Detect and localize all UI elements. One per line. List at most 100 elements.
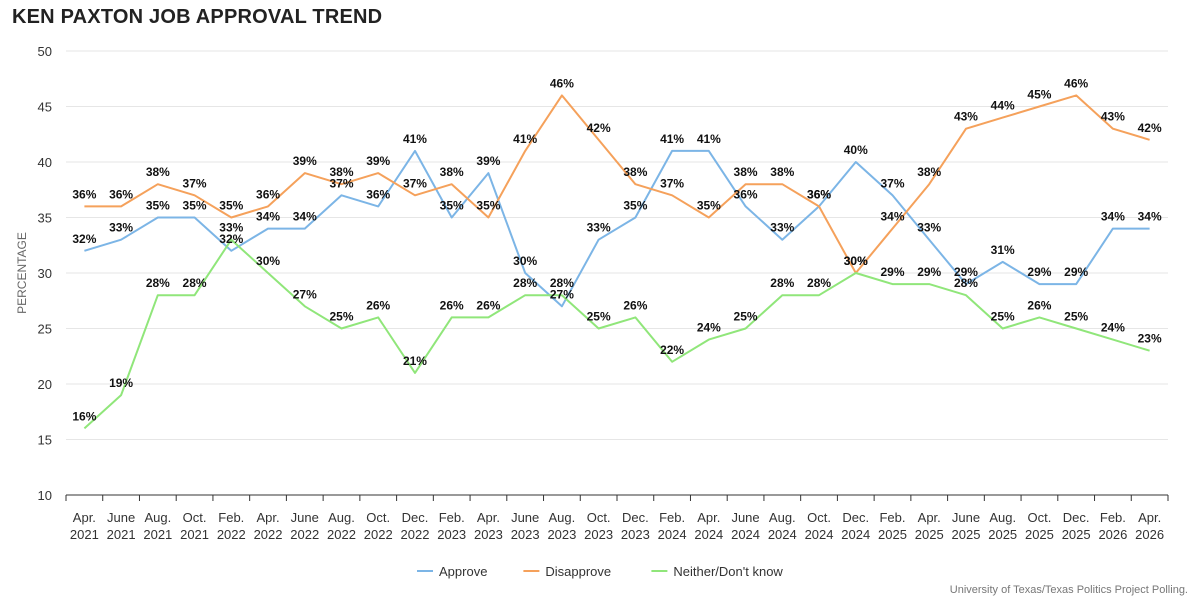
data-label: 25% <box>587 310 611 324</box>
data-label: 40% <box>844 143 868 157</box>
data-label: 26% <box>366 298 390 312</box>
data-label: 30% <box>513 254 537 268</box>
x-tick-label: Apr. <box>918 510 941 525</box>
x-tick-label: June <box>731 510 759 525</box>
data-label: 36% <box>366 187 390 201</box>
x-tick-label-year: 2024 <box>805 527 834 542</box>
x-tick-label-year: 2021 <box>180 527 209 542</box>
x-tick-label: Dec. <box>622 510 649 525</box>
data-label: 34% <box>880 210 904 224</box>
data-label: 27% <box>550 287 574 301</box>
data-label: 38% <box>146 165 170 179</box>
data-label: 35% <box>476 199 500 213</box>
data-label: 26% <box>440 298 464 312</box>
x-tick-label-year: 2024 <box>658 527 687 542</box>
data-label: 35% <box>623 199 647 213</box>
data-label: 24% <box>1101 321 1125 335</box>
data-label: 28% <box>807 276 831 290</box>
x-tick-label: Feb. <box>439 510 465 525</box>
x-tick-label: Apr. <box>697 510 720 525</box>
data-label: 30% <box>844 254 868 268</box>
data-label: 29% <box>1064 265 1088 279</box>
data-label: 38% <box>440 165 464 179</box>
x-tick-label-year: 2026 <box>1098 527 1127 542</box>
data-label: 28% <box>513 276 537 290</box>
series-line-2 <box>83 238 1150 430</box>
x-tick-label: Feb. <box>218 510 244 525</box>
x-tick-label-year: 2025 <box>915 527 944 542</box>
data-label: 46% <box>1064 76 1088 90</box>
data-label: 35% <box>440 199 464 213</box>
data-label: 46% <box>550 76 574 90</box>
data-label: 30% <box>844 254 868 268</box>
data-label: 37% <box>329 176 353 190</box>
data-label: 45% <box>1027 88 1051 102</box>
data-label: 19% <box>109 376 133 390</box>
x-tick-label-year: 2022 <box>217 527 246 542</box>
data-label: 28% <box>146 276 170 290</box>
x-tick-label-year: 2025 <box>952 527 981 542</box>
x-tick-label: Oct. <box>587 510 611 525</box>
data-label: 41% <box>513 132 537 146</box>
x-tick-label: Feb. <box>659 510 685 525</box>
y-tick-label: 25 <box>38 322 52 337</box>
x-tick-label-year: 2025 <box>878 527 907 542</box>
x-tick-label: Oct. <box>183 510 207 525</box>
data-label: 42% <box>1138 121 1162 135</box>
data-label: 37% <box>660 176 684 190</box>
data-label: 34% <box>1101 210 1125 224</box>
x-tick-label: June <box>511 510 539 525</box>
x-tick-label: Feb. <box>879 510 905 525</box>
x-tick-label-year: 2023 <box>584 527 613 542</box>
x-tick-label-year: 2023 <box>547 527 576 542</box>
y-tick-label: 35 <box>38 211 52 226</box>
series-line-0 <box>84 149 1150 308</box>
x-tick-label-year: 2024 <box>731 527 760 542</box>
x-tick-label: Dec. <box>402 510 429 525</box>
x-tick-label: June <box>952 510 980 525</box>
x-tick-label-year: 2023 <box>621 527 650 542</box>
x-tick-label-year: 2022 <box>290 527 319 542</box>
data-label: 35% <box>697 199 721 213</box>
y-tick-label: 10 <box>38 488 52 503</box>
x-tick-label: Aug. <box>769 510 796 525</box>
data-label: 29% <box>917 265 941 279</box>
x-tick-label-year: 2024 <box>768 527 797 542</box>
x-tick-label: June <box>291 510 319 525</box>
x-tick-label-year: 2022 <box>254 527 283 542</box>
y-tick-label: 40 <box>38 155 52 170</box>
x-tick-label: Dec. <box>1063 510 1090 525</box>
data-label: 43% <box>1101 110 1125 124</box>
data-label: 33% <box>917 221 941 235</box>
data-label: 25% <box>1064 310 1088 324</box>
data-label: 38% <box>329 165 353 179</box>
data-label: 41% <box>403 132 427 146</box>
data-label: 25% <box>329 310 353 324</box>
data-label: 28% <box>550 276 574 290</box>
x-tick-label: Apr. <box>73 510 96 525</box>
legend-label: Approve <box>439 564 487 579</box>
data-label: 29% <box>1027 265 1051 279</box>
data-label: 39% <box>366 154 390 168</box>
data-label: 23% <box>1138 332 1162 346</box>
x-tick-label-year: 2023 <box>511 527 540 542</box>
data-label: 36% <box>256 187 280 201</box>
legend-label: Disapprove <box>545 564 611 579</box>
data-label: 38% <box>770 165 794 179</box>
data-label: 36% <box>109 187 133 201</box>
data-label: 25% <box>734 310 758 324</box>
x-tick-label: Aug. <box>328 510 355 525</box>
data-label: 28% <box>183 276 207 290</box>
x-tick-label-year: 2025 <box>988 527 1017 542</box>
data-label: 42% <box>587 121 611 135</box>
series-line-1 <box>84 94 1150 274</box>
x-tick-label: Apr. <box>256 510 279 525</box>
x-tick-label: Apr. <box>1138 510 1161 525</box>
data-label: 39% <box>476 154 500 168</box>
x-tick-label: Oct. <box>366 510 390 525</box>
data-label: 29% <box>954 265 978 279</box>
data-label: 34% <box>1138 210 1162 224</box>
y-tick-label: 30 <box>38 266 52 281</box>
x-tick-label-year: 2024 <box>694 527 723 542</box>
data-label: 33% <box>219 221 243 235</box>
